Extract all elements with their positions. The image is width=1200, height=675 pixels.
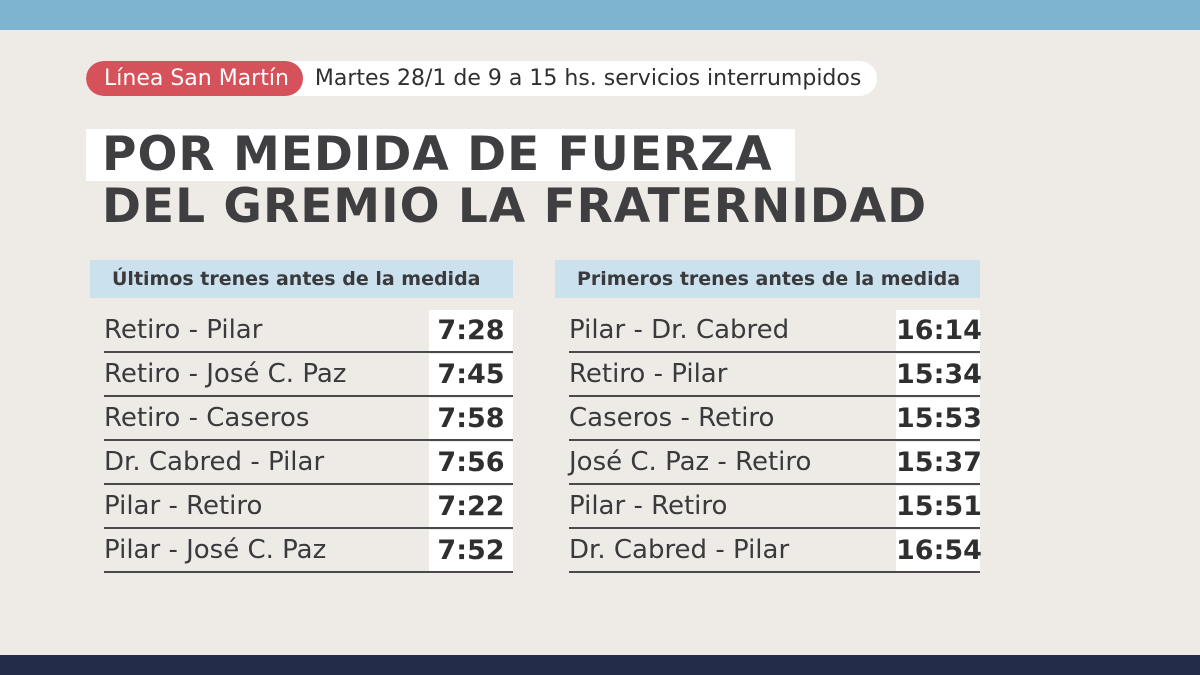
departure-time: 16:14 (896, 310, 982, 351)
last-trains-header: Últimos trenes antes de la medida (90, 260, 513, 298)
route-label: Retiro - Caseros (104, 403, 310, 433)
table-row: Pilar - Dr. Cabred 16:14 (569, 310, 982, 353)
route-label: José C. Paz - Retiro (569, 447, 812, 477)
route-label: Dr. Cabred - Pilar (104, 447, 325, 477)
bottom-color-bar (0, 655, 1200, 675)
last-trains-table: Últimos trenes antes de la medida Retiro… (90, 260, 513, 574)
line-name-badge: Línea San Martín (86, 61, 303, 96)
table-row: Pilar - Retiro 15:51 (569, 486, 982, 529)
route-label: Dr. Cabred - Pilar (569, 535, 790, 565)
departure-time: 15:51 (896, 486, 982, 527)
table-row: Retiro - José C. Paz 7:45 (104, 354, 513, 397)
departure-time: 15:37 (896, 442, 982, 483)
route-label: Retiro - Pilar (104, 315, 263, 345)
top-color-bar (0, 0, 1200, 30)
service-banner: Línea San Martín Martes 28/1 de 9 a 15 h… (86, 61, 878, 96)
service-description: Martes 28/1 de 9 a 15 hs. servicios inte… (314, 66, 862, 91)
table-row: Retiro - Caseros 7:58 (104, 398, 513, 441)
table-row: Pilar - Retiro 7:22 (104, 486, 513, 529)
departure-time: 7:28 (429, 310, 513, 351)
route-label: Pilar - Retiro (104, 491, 263, 521)
table-row: José C. Paz - Retiro 15:37 (569, 442, 982, 485)
departure-time: 7:56 (429, 442, 513, 483)
table-row: Retiro - Pilar 15:34 (569, 354, 982, 397)
departure-time: 15:34 (896, 354, 982, 395)
table-row: Caseros - Retiro 15:53 (569, 398, 982, 441)
title-line-2: DEL GREMIO LA FRATERNIDAD (102, 179, 928, 234)
departure-time: 15:53 (896, 398, 982, 439)
table-row: Dr. Cabred - Pilar 7:56 (104, 442, 513, 485)
route-label: Retiro - José C. Paz (104, 359, 347, 389)
departure-time: 7:58 (429, 398, 513, 439)
route-label: Retiro - Pilar (569, 359, 728, 389)
route-label: Pilar - José C. Paz (104, 535, 327, 565)
first-trains-header: Primeros trenes antes de la medida (555, 260, 980, 298)
departure-time: 7:52 (429, 530, 513, 571)
departure-time: 7:22 (429, 486, 513, 527)
first-trains-table: Primeros trenes antes de la medida Pilar… (555, 260, 982, 574)
route-label: Pilar - Retiro (569, 491, 728, 521)
page-title: POR MEDIDA DE FUERZA DEL GREMIO LA FRATE… (86, 129, 949, 233)
title-line-1: POR MEDIDA DE FUERZA (86, 129, 795, 181)
table-row: Retiro - Pilar 7:28 (104, 310, 513, 353)
table-row: Pilar - José C. Paz 7:52 (104, 530, 513, 573)
route-label: Pilar - Dr. Cabred (569, 315, 790, 345)
table-row: Dr. Cabred - Pilar 16:54 (569, 530, 982, 573)
departure-time: 16:54 (896, 530, 982, 571)
departure-time: 7:45 (429, 354, 513, 395)
route-label: Caseros - Retiro (569, 403, 775, 433)
